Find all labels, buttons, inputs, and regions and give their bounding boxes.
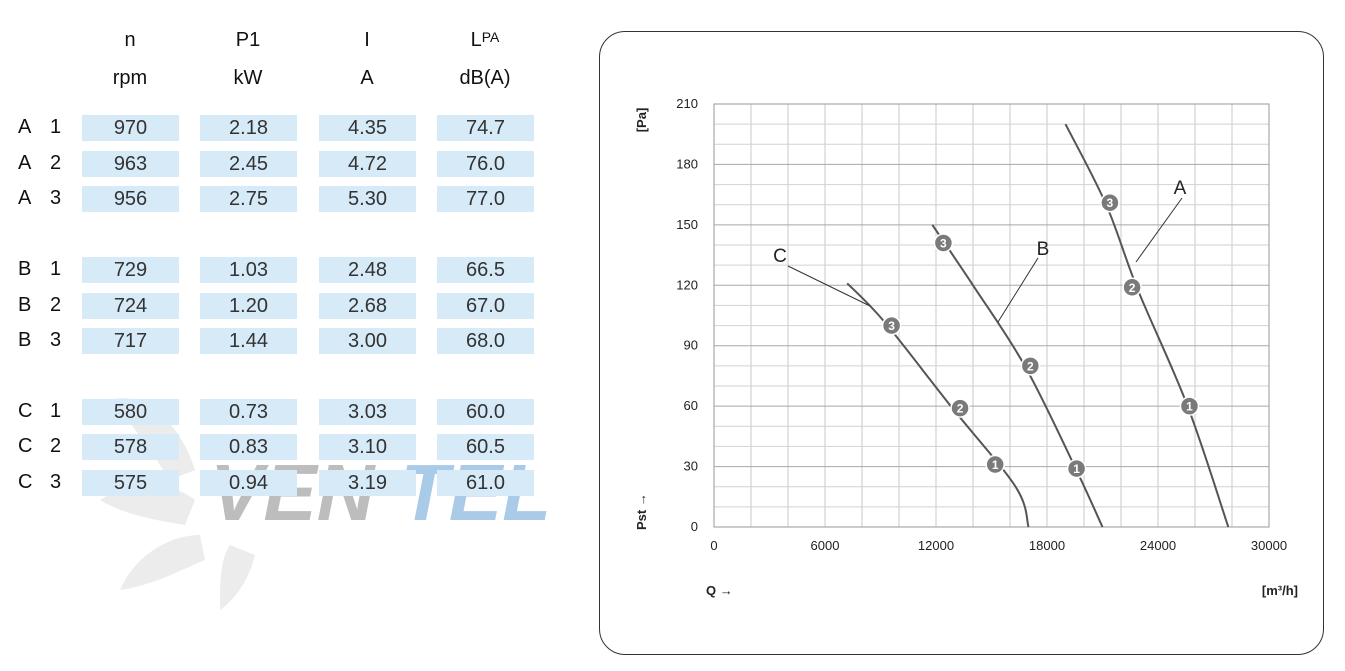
table-cell: 3.00 xyxy=(319,328,416,354)
row-step-label: 1 xyxy=(50,116,62,138)
table-cell: 2.68 xyxy=(319,293,416,319)
table-cell: 729 xyxy=(82,257,179,283)
table-cell: 74.7 xyxy=(437,115,534,141)
row-group-label: C xyxy=(18,471,33,493)
table-cell: 68.0 xyxy=(437,328,534,354)
table-cell: 66.5 xyxy=(437,257,534,283)
table-cell: 77.0 xyxy=(437,186,534,212)
table-cell: 76.0 xyxy=(437,151,534,177)
table-cell: 2.48 xyxy=(319,257,416,283)
table-cell: 970 xyxy=(82,115,179,141)
table-cell: 963 xyxy=(82,151,179,177)
table-cell: 1.03 xyxy=(200,257,297,283)
table-cell: 717 xyxy=(82,328,179,354)
row-step-label: 3 xyxy=(50,329,62,351)
row-step-label: 3 xyxy=(50,471,62,493)
header-2-unit: A xyxy=(360,67,374,89)
header-1-top: P1 xyxy=(235,29,261,51)
row-step-label: 2 xyxy=(50,152,62,174)
row-step-label: 2 xyxy=(50,294,62,316)
header-3-unit: dB(A) xyxy=(459,67,511,89)
row-group-label: A xyxy=(18,187,32,209)
row-group-label: B xyxy=(18,329,32,351)
table-cell: 2.18 xyxy=(200,115,297,141)
table-cell: 956 xyxy=(82,186,179,212)
table-cell: 724 xyxy=(82,293,179,319)
table-cell: 1.44 xyxy=(200,328,297,354)
table-cell: 3.03 xyxy=(319,399,416,425)
table-cell: 2.75 xyxy=(200,186,297,212)
row-group-label: C xyxy=(18,435,33,457)
row-step-label: 3 xyxy=(50,187,62,209)
table-cell: 580 xyxy=(82,399,179,425)
row-step-label: 1 xyxy=(50,400,62,422)
row-group-label: A xyxy=(18,116,32,138)
table-cell: 5.30 xyxy=(319,186,416,212)
table-cell: 60.5 xyxy=(437,434,534,460)
table-cell: 60.0 xyxy=(437,399,534,425)
table-cell: 3.10 xyxy=(319,434,416,460)
row-group-label: B xyxy=(18,258,32,280)
table-cell: 67.0 xyxy=(437,293,534,319)
table-cell: 2.45 xyxy=(200,151,297,177)
header-1-unit: kW xyxy=(233,67,263,89)
table-cell: 4.35 xyxy=(319,115,416,141)
table-cell: 1.20 xyxy=(200,293,297,319)
table-cell: 3.19 xyxy=(319,470,416,496)
chart-panel xyxy=(599,31,1324,655)
header-subscript: PA xyxy=(481,29,500,45)
row-group-label: A xyxy=(18,152,32,174)
table-cell: 0.83 xyxy=(200,434,297,460)
header-3-top: LPA xyxy=(470,29,500,51)
table-cell: 575 xyxy=(82,470,179,496)
header-0-unit: rpm xyxy=(112,67,148,89)
table-cell: 578 xyxy=(82,434,179,460)
table-cell: 4.72 xyxy=(319,151,416,177)
header-2-top: I xyxy=(364,29,370,51)
row-group-label: B xyxy=(18,294,32,316)
table-cell: 0.94 xyxy=(200,470,297,496)
row-step-label: 1 xyxy=(50,258,62,280)
row-step-label: 2 xyxy=(50,435,62,457)
row-group-label: C xyxy=(18,400,33,422)
table-cell: 61.0 xyxy=(437,470,534,496)
table-cell: 0.73 xyxy=(200,399,297,425)
header-0-top: n xyxy=(124,29,136,51)
